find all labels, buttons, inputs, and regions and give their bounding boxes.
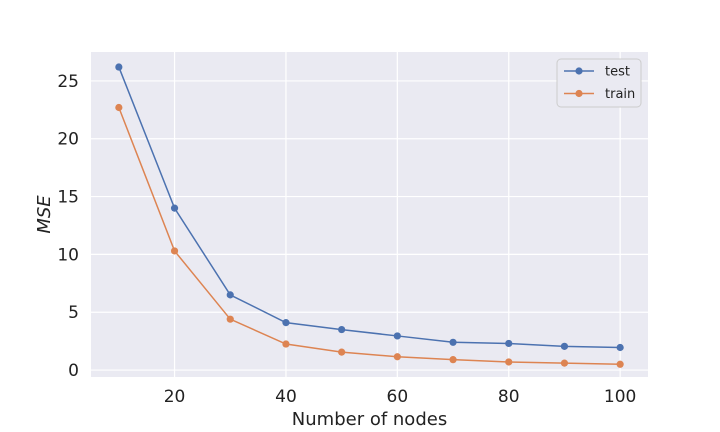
grid-lines: [91, 52, 648, 377]
data-point-test: [226, 291, 234, 299]
data-point-test: [393, 332, 401, 340]
legend-marker: [575, 67, 583, 75]
legend-item-test: test: [564, 65, 630, 80]
data-point-train: [282, 340, 290, 348]
x-tick-label: 60: [387, 387, 409, 407]
y-tick-label: 10: [57, 245, 79, 265]
series-line-test: [118, 66, 621, 349]
data-point-test: [616, 343, 624, 352]
data-point-train: [170, 247, 179, 255]
data-point-test: [560, 342, 569, 350]
legend-marker: [575, 89, 583, 98]
legend-item-train: train: [564, 87, 635, 102]
data-point-test: [115, 63, 123, 71]
y-tick-label: 0: [68, 361, 79, 381]
x-axis-label: Number of nodes: [292, 409, 447, 430]
y-tick-label: 25: [57, 72, 79, 92]
data-point-train: [226, 315, 234, 323]
series-line-train: [118, 107, 621, 366]
data-point-train: [616, 360, 624, 368]
series-train: [115, 103, 624, 368]
series-test: [115, 63, 624, 352]
data-point-train: [505, 358, 513, 366]
y-tick-label: 15: [57, 188, 79, 208]
data-point-train: [115, 103, 123, 112]
y-tick-label: 20: [57, 130, 79, 150]
legend: test train: [556, 58, 642, 108]
data-point-train: [338, 348, 346, 356]
data-point-test: [338, 325, 346, 334]
y-tick-label: 5: [68, 303, 79, 323]
plot-area: [91, 52, 648, 377]
data-point-test: [170, 204, 179, 212]
data-point-test: [282, 319, 290, 327]
data-point-train: [393, 353, 401, 361]
series-layer: [115, 63, 624, 368]
data-point-train: [449, 356, 457, 364]
data-point-test: [449, 338, 457, 346]
legend-label: test: [605, 65, 630, 80]
data-point-test: [505, 339, 513, 348]
data-point-train: [560, 359, 569, 367]
x-tick-label: 100: [604, 387, 636, 407]
legend-label: train: [605, 87, 635, 102]
x-tick-label: 20: [164, 387, 186, 407]
x-tick-label: 40: [275, 387, 297, 407]
y-axis-label: MSE: [34, 195, 55, 234]
x-tick-label: 80: [498, 387, 520, 407]
tick-labels: 20 40 60 80 100 0 5 10 15 20 25: [57, 72, 636, 407]
